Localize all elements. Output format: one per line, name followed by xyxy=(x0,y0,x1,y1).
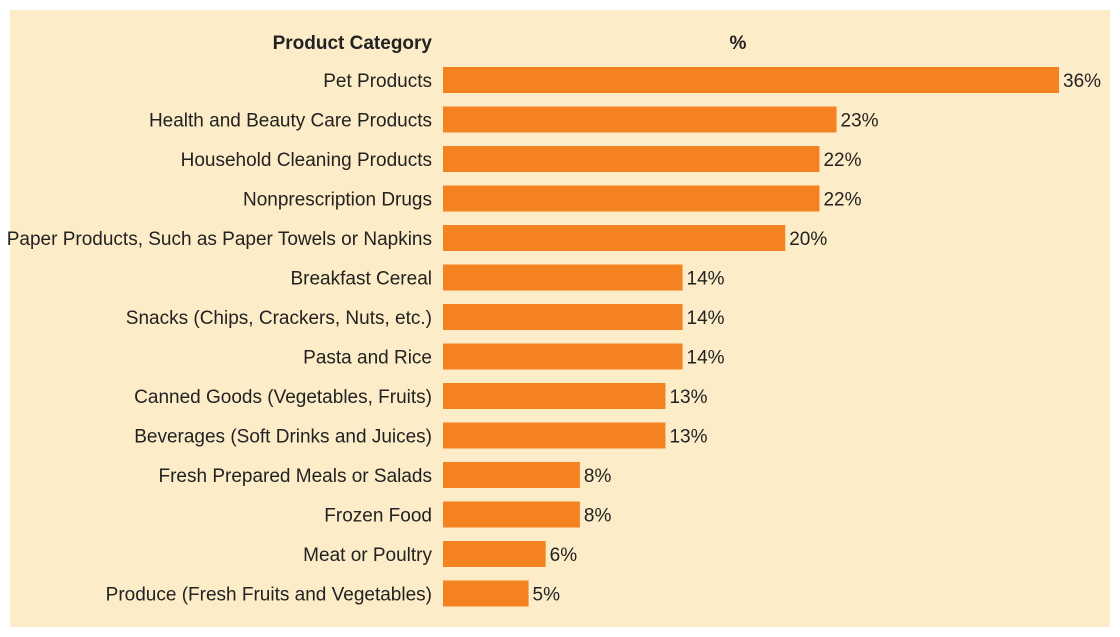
bar xyxy=(443,185,820,212)
bar xyxy=(443,462,580,488)
bar-value-label: 6% xyxy=(550,545,578,566)
bar xyxy=(443,264,683,291)
bar-value-label: 13% xyxy=(669,427,707,448)
bar-value-label: 14% xyxy=(687,269,725,290)
bar-value-label: 5% xyxy=(533,585,561,606)
bar xyxy=(443,501,580,528)
bar xyxy=(443,541,546,567)
bar xyxy=(443,422,666,449)
category-label: Beverages (Soft Drinks and Juices) xyxy=(134,427,432,448)
bar-value-label: 14% xyxy=(687,308,725,329)
bar-value-label: 8% xyxy=(584,506,612,527)
category-label: Snacks (Chips, Crackers, Nuts, etc.) xyxy=(126,308,432,329)
bar-value-label: 14% xyxy=(687,348,725,369)
bar xyxy=(443,304,683,330)
bar-value-label: 23% xyxy=(841,111,879,132)
bar-value-label: 13% xyxy=(669,387,707,408)
bar xyxy=(443,383,666,409)
category-label: Household Cleaning Products xyxy=(181,150,432,171)
category-label: Pasta and Rice xyxy=(303,348,432,369)
bar xyxy=(443,225,786,251)
category-label: Fresh Prepared Meals or Salads xyxy=(158,466,432,487)
bar xyxy=(443,67,1059,93)
bar xyxy=(443,146,820,172)
category-label: Nonprescription Drugs xyxy=(243,190,432,211)
bar-value-label: 22% xyxy=(823,190,861,211)
category-label: Health and Beauty Care Products xyxy=(149,111,432,132)
category-label: Meat or Poultry xyxy=(303,545,432,566)
category-label: Frozen Food xyxy=(324,506,432,527)
category-label: Canned Goods (Vegetables, Fruits) xyxy=(134,387,432,408)
bar xyxy=(443,580,529,607)
bar xyxy=(443,343,683,370)
chart-rows: Pet Products 36% Health and Beauty Care Pr… xyxy=(7,67,1101,607)
category-label: Produce (Fresh Fruits and Vegetables) xyxy=(106,585,432,606)
bar-value-label: 22% xyxy=(823,150,861,171)
value-column-header: % xyxy=(730,33,747,54)
bar-value-label: 36% xyxy=(1063,71,1101,92)
bar-value-label: 8% xyxy=(584,466,612,487)
category-label: Breakfast Cereal xyxy=(290,269,432,290)
bar xyxy=(443,106,837,133)
category-column-header: Product Category xyxy=(273,33,433,54)
bar-value-label: 20% xyxy=(789,229,827,250)
category-label: Paper Products, Such as Paper Towels or … xyxy=(7,229,432,250)
category-label: Pet Products xyxy=(323,71,432,92)
